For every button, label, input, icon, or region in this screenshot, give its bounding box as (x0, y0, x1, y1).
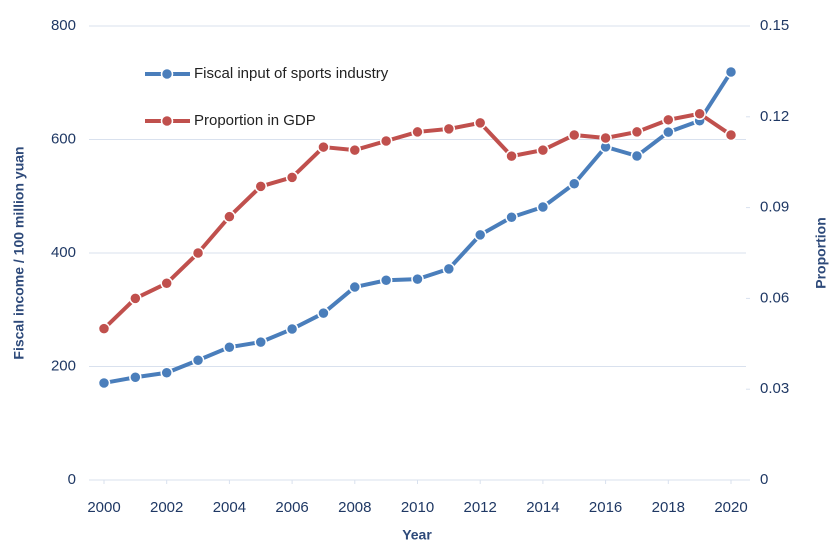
point (223, 340, 236, 354)
point (97, 322, 111, 335)
point (223, 210, 236, 223)
x-tick-label: 2010 (401, 499, 434, 516)
point (317, 140, 330, 154)
x-tick-label: 2008 (338, 499, 371, 516)
point (379, 134, 393, 148)
point (724, 65, 738, 79)
point (599, 131, 612, 145)
point (129, 292, 142, 305)
point (724, 128, 738, 142)
point (568, 177, 581, 191)
x-tick-label: 2020 (714, 499, 747, 516)
point (473, 116, 487, 130)
y-tick-label: 800 (51, 17, 76, 34)
y2-tick-label: 0.06 (760, 289, 789, 306)
point (348, 143, 362, 157)
point (536, 143, 550, 157)
point (693, 107, 706, 121)
point (97, 376, 111, 390)
y2-axis-title: Proportion (813, 217, 829, 289)
point (129, 371, 142, 384)
y-tick-label: 400 (51, 244, 76, 261)
point (411, 272, 424, 286)
legend-label: Fiscal input of sports industry (194, 65, 389, 82)
x-tick-label: 2002 (150, 499, 183, 516)
point (254, 335, 267, 349)
y-tick-label: 0 (68, 471, 76, 488)
point (662, 125, 675, 139)
point (191, 354, 205, 367)
legend-marker (160, 114, 174, 128)
x-tick-label: 2000 (87, 499, 120, 516)
series-line (102, 111, 733, 331)
point (568, 128, 581, 142)
x-tick-label: 2012 (464, 499, 497, 516)
y-axis-title: Fiscal income / 100 million yuan (11, 146, 27, 359)
y2-tick-label: 0.09 (760, 199, 789, 216)
point (411, 125, 424, 139)
y-tick-label: 600 (51, 130, 76, 147)
y2-tick-label: 0.03 (760, 380, 789, 397)
y-tick-label: 200 (51, 357, 76, 374)
x-axis-title: Year (402, 527, 432, 543)
point (442, 122, 456, 136)
x-tick-label: 2014 (526, 499, 559, 516)
point (473, 228, 487, 242)
legend-label: Proportion in GDP (194, 112, 316, 129)
point (285, 322, 299, 336)
x-tick-label: 2016 (589, 499, 622, 516)
point (160, 277, 173, 290)
point (536, 200, 550, 214)
point (505, 149, 518, 163)
y2-tick-label: 0.12 (760, 108, 789, 125)
point (254, 180, 267, 193)
x-tick-label: 2006 (275, 499, 308, 516)
y2-tick-label: 0 (760, 471, 768, 488)
point (630, 149, 644, 163)
point (317, 306, 330, 320)
x-tick-label: 2018 (652, 499, 685, 516)
point (442, 262, 456, 276)
point (662, 113, 675, 127)
point (348, 280, 362, 294)
point (285, 171, 299, 184)
point (160, 366, 173, 379)
point (191, 246, 205, 260)
legend-marker (160, 67, 174, 81)
point (379, 273, 393, 287)
point (630, 125, 644, 139)
y2-tick-label: 0.15 (760, 17, 789, 34)
x-tick-label: 2004 (213, 499, 246, 516)
point (505, 210, 518, 224)
